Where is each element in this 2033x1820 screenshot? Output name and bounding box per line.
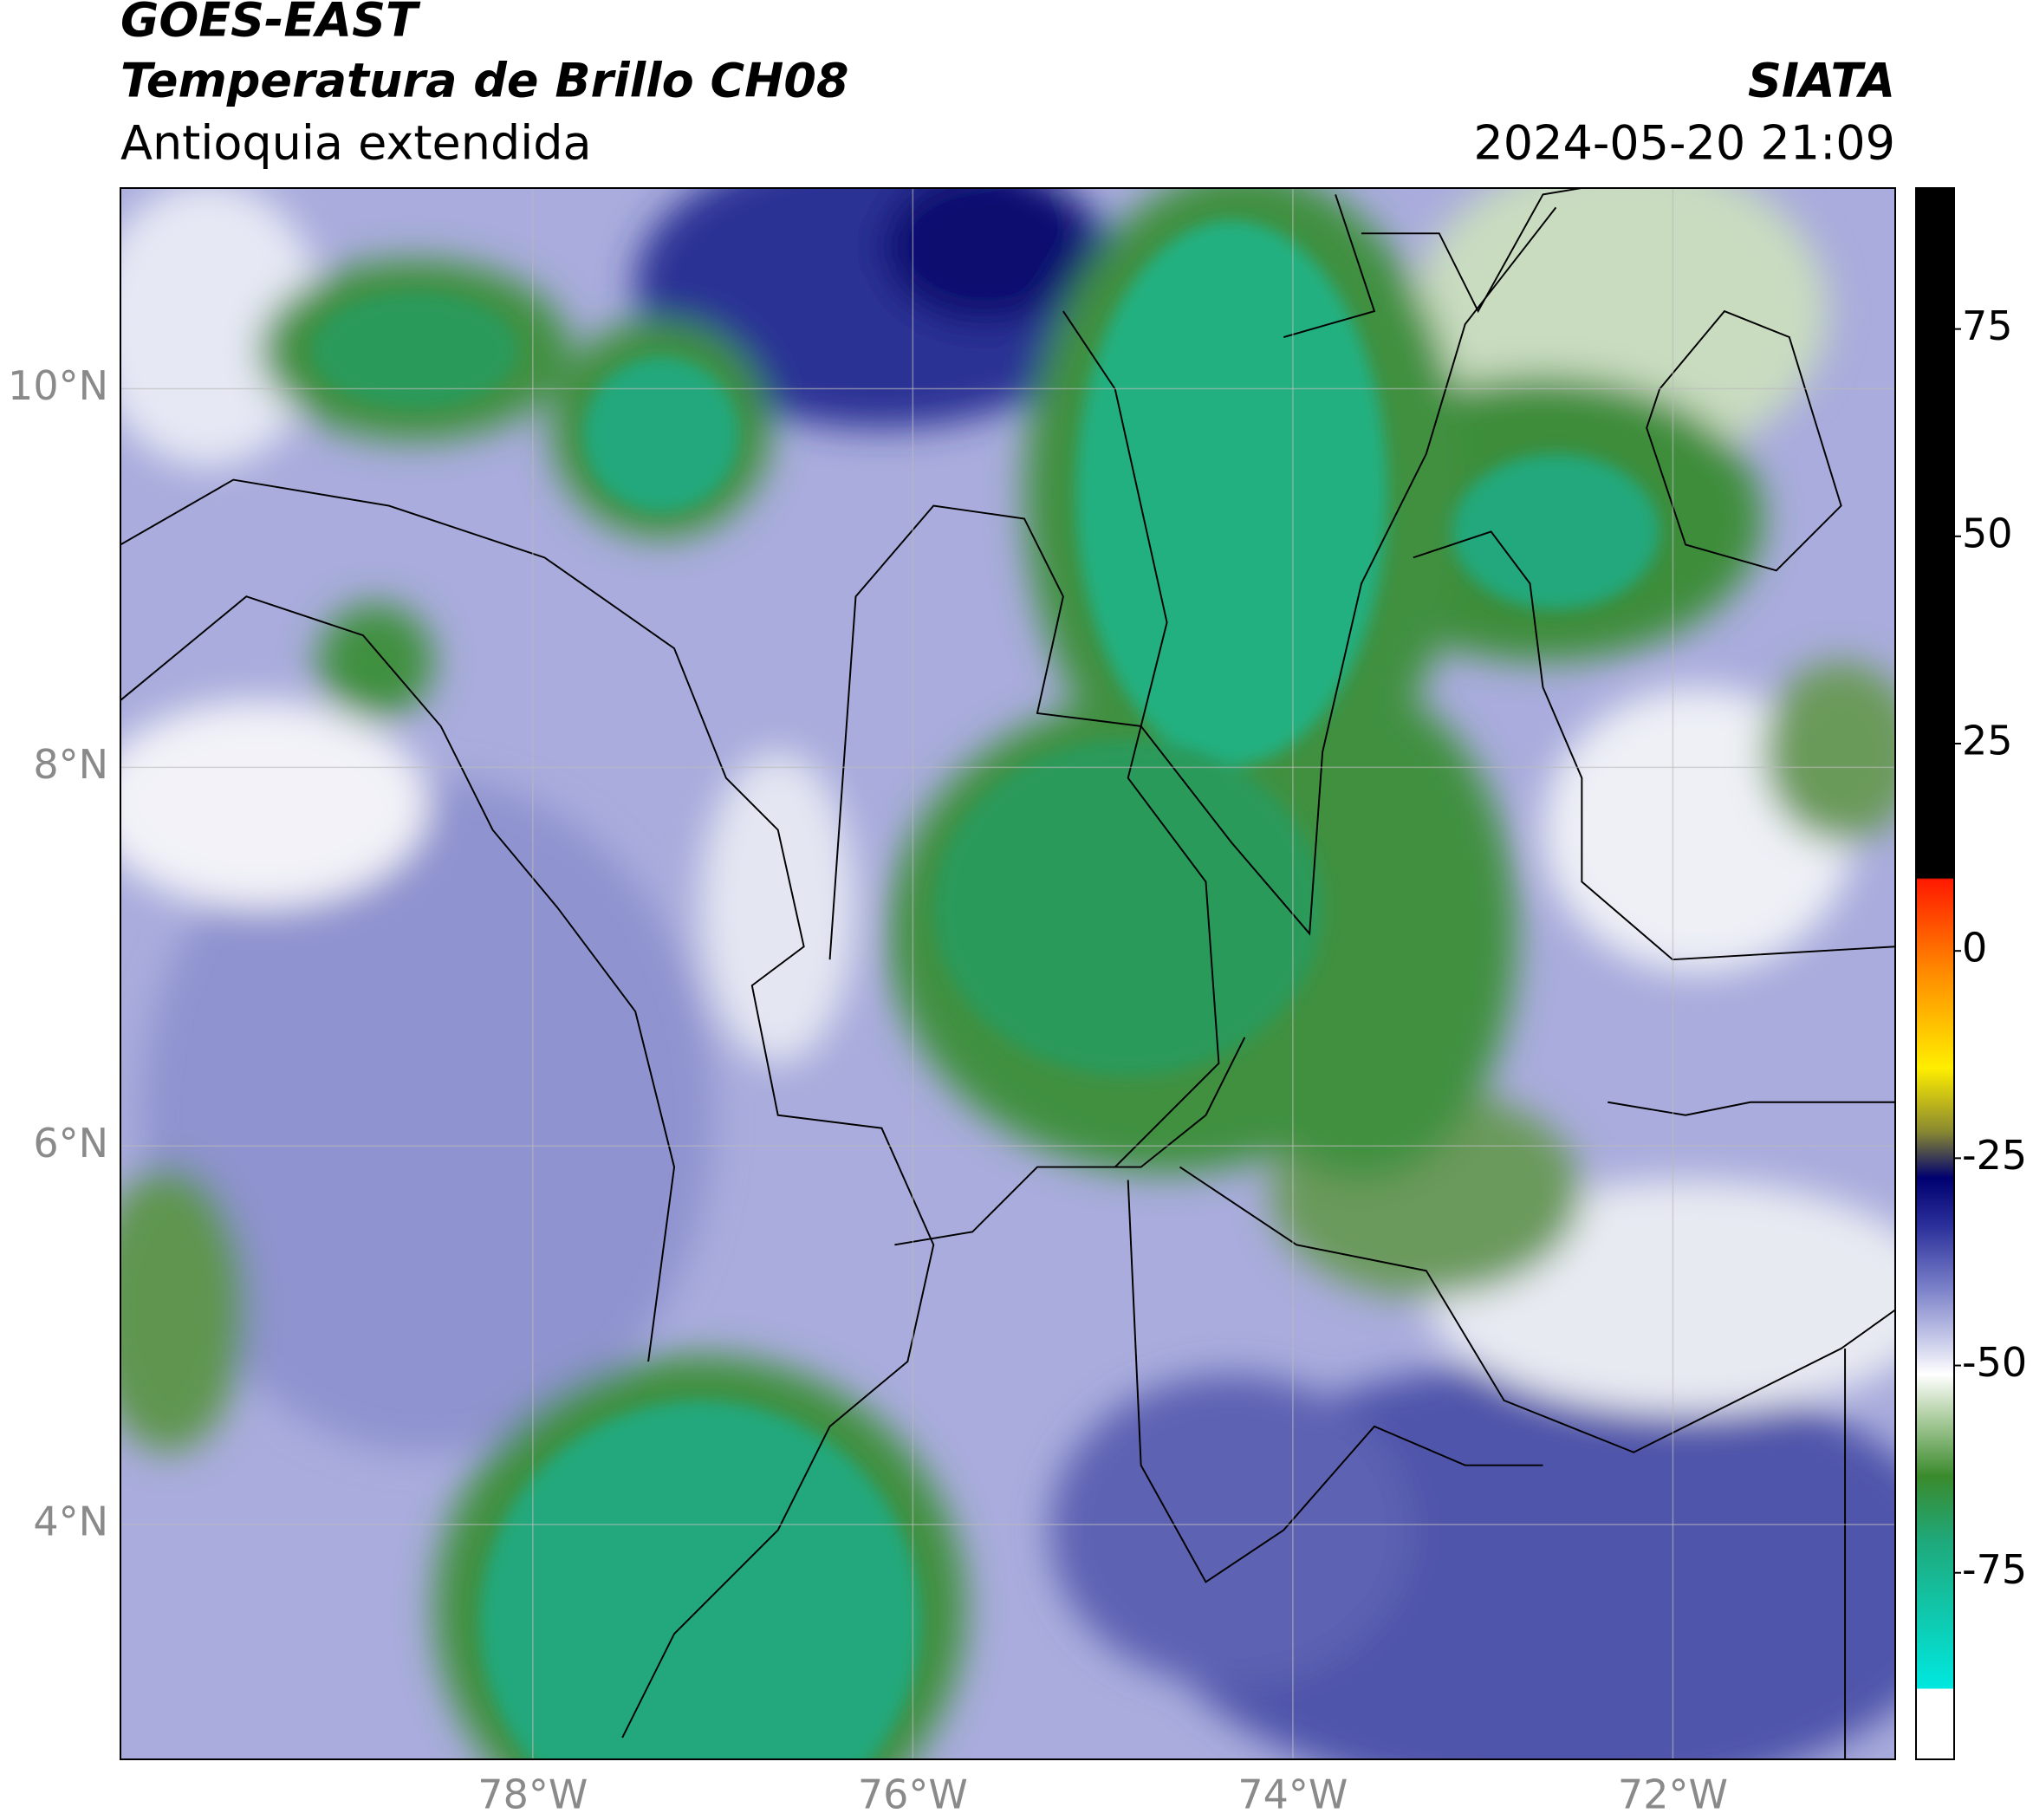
satellite-title: GOES-EAST xyxy=(120,0,421,48)
x-tick-label: 74°W xyxy=(1237,1771,1348,1818)
plot-frame xyxy=(120,187,1896,1760)
colorbar-tick-label: -75 xyxy=(1962,1546,2027,1593)
y-tick-label: 4°N xyxy=(33,1498,108,1545)
colorbar-tick-label: 50 xyxy=(1962,510,2013,556)
colorbar-tick-label: 0 xyxy=(1962,925,1987,972)
satellite-image xyxy=(120,188,1895,1759)
colorbar-tick-label: 25 xyxy=(1962,718,2013,764)
colorbar-tick-label: -25 xyxy=(1962,1132,2027,1179)
colorbar-tick-label: -50 xyxy=(1962,1339,2027,1386)
x-tick-label: 78°W xyxy=(477,1771,588,1818)
datetime-label: 2024-05-20 21:09 xyxy=(1473,116,1895,171)
x-tick-label: 76°W xyxy=(858,1771,968,1818)
y-tick-label: 8°N xyxy=(33,741,108,788)
source-label: SIATA xyxy=(1748,54,1895,108)
y-tick-label: 6°N xyxy=(33,1120,108,1167)
region-subtitle: Antioquia extendida xyxy=(120,116,592,171)
y-tick-label: 10°N xyxy=(8,362,108,409)
colorbar xyxy=(1915,187,1955,1760)
colorbar-tick-label: 75 xyxy=(1962,302,2013,349)
product-title: Temperatura de Brillo CH08 xyxy=(120,54,849,108)
x-tick-label: 72°W xyxy=(1618,1771,1728,1818)
